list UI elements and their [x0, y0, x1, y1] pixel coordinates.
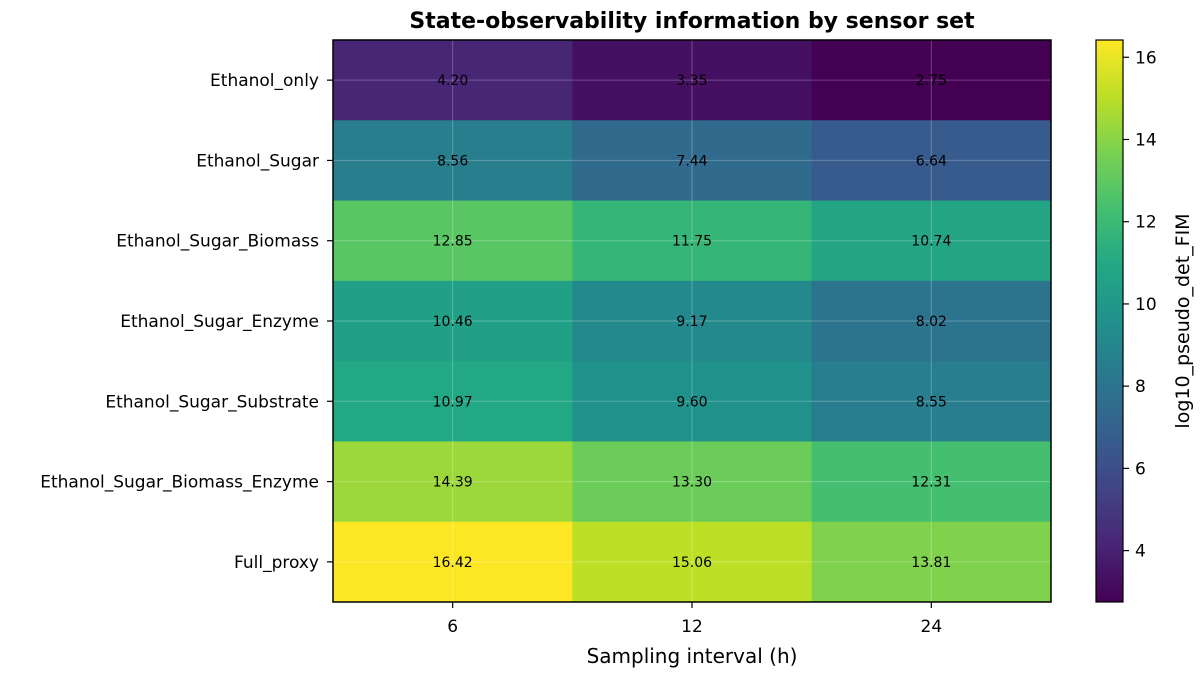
colorbar: 4 6 8 10 12 14 16 log10_pseudo_det_FIM [1095, 39, 1194, 603]
heatmap-cell [811, 361, 1052, 442]
x-axis-title: Sampling interval (h) [587, 644, 798, 668]
cell-value-label: 13.30 [672, 475, 712, 491]
cell-value-label: 16.42 [433, 555, 473, 571]
cell-value-label: 3.35 [676, 73, 707, 89]
heatmap-cell [811, 441, 1052, 523]
cell-value-label: 8.56 [437, 153, 468, 169]
y-tick-label: Ethanol_Sugar_Biomass_Enzyme [40, 473, 319, 493]
grid-lines [333, 40, 1051, 602]
colorbar-tick-label: 8 [1135, 377, 1146, 397]
heatmap-cell [333, 441, 573, 523]
y-tick-label: Ethanol_Sugar_Enzyme [120, 312, 319, 332]
cell-value-label: 7.44 [676, 153, 707, 169]
colorbar-label: log10_pseudo_det_FIM [1172, 213, 1194, 428]
heatmap-cell [333, 280, 573, 362]
cell-value-label: 8.02 [916, 314, 947, 330]
heatmap-cell [572, 521, 813, 603]
heatmap-cell [811, 200, 1052, 282]
colorbar-tick-label: 16 [1135, 48, 1157, 68]
y-tick-label: Full_proxy [234, 553, 319, 573]
y-tick-label: Ethanol_only [210, 71, 319, 91]
heatmap-cell [811, 280, 1052, 362]
colorbar-frame [1095, 39, 1124, 603]
cell-value-label: 9.60 [676, 394, 707, 410]
cell-value-label: 10.46 [433, 314, 473, 330]
colorbar-tick-label: 4 [1135, 542, 1146, 562]
cell-value-label: 9.17 [676, 314, 707, 330]
heatmap-cell [333, 521, 573, 603]
cell-value-label: 2.75 [916, 73, 947, 89]
cell-value-label: 14.39 [433, 475, 473, 491]
cell-value-label: 13.81 [911, 555, 951, 571]
colorbar-gradient [1096, 40, 1123, 602]
heatmap-cell [572, 441, 813, 523]
chart-title: State-observability information by senso… [409, 9, 975, 34]
heatmap-cell [811, 521, 1052, 603]
heatmap-cell [333, 361, 573, 442]
cell-value-label: 8.55 [916, 394, 947, 410]
heatmap-cell [572, 120, 813, 202]
y-tick-label: Ethanol_Sugar_Biomass [116, 232, 319, 252]
colorbar-tick-label: 10 [1135, 295, 1157, 315]
x-tick-label: 12 [681, 617, 703, 637]
cell-value-label: 11.75 [672, 234, 712, 250]
cell-value-label: 10.74 [911, 234, 951, 250]
y-tick-label: Ethanol_Sugar_Substrate [105, 392, 319, 412]
cell-value-label: 15.06 [672, 555, 712, 571]
colorbar-tick-label: 14 [1135, 130, 1157, 150]
heatmap-cell [333, 200, 573, 282]
y-tick-label: Ethanol_Sugar [196, 151, 319, 171]
cell-value-label: 12.85 [433, 234, 473, 250]
heatmap-cell [572, 40, 813, 121]
heatmap-cell [572, 361, 813, 442]
colorbar-tick-label: 12 [1135, 213, 1157, 233]
cell-value-label: 10.97 [433, 394, 473, 410]
heatmap-cell [811, 40, 1052, 121]
heatmap-cell [811, 120, 1052, 202]
colorbar-tick-label: 6 [1135, 459, 1146, 479]
cell-value-label: 12.31 [911, 475, 951, 491]
heatmap-cell [333, 120, 573, 202]
heatmap-cells [333, 40, 1052, 603]
heatmap-cell [572, 280, 813, 362]
cell-value-label: 4.20 [437, 73, 468, 89]
x-tick-label: 6 [447, 617, 458, 637]
x-tick-label: 24 [921, 617, 943, 637]
cell-labels: 4.20 3.35 2.75 8.56 7.44 6.64 12.85 11.75 10.74 1… [433, 73, 952, 571]
axes: 6 12 24 Ethanol_only Ethanol_Sugar Ethanol_Su… [40, 39, 1052, 637]
heatmap-cell [572, 200, 813, 282]
heatmap-cell [333, 40, 573, 121]
cell-value-label: 6.64 [916, 153, 947, 169]
